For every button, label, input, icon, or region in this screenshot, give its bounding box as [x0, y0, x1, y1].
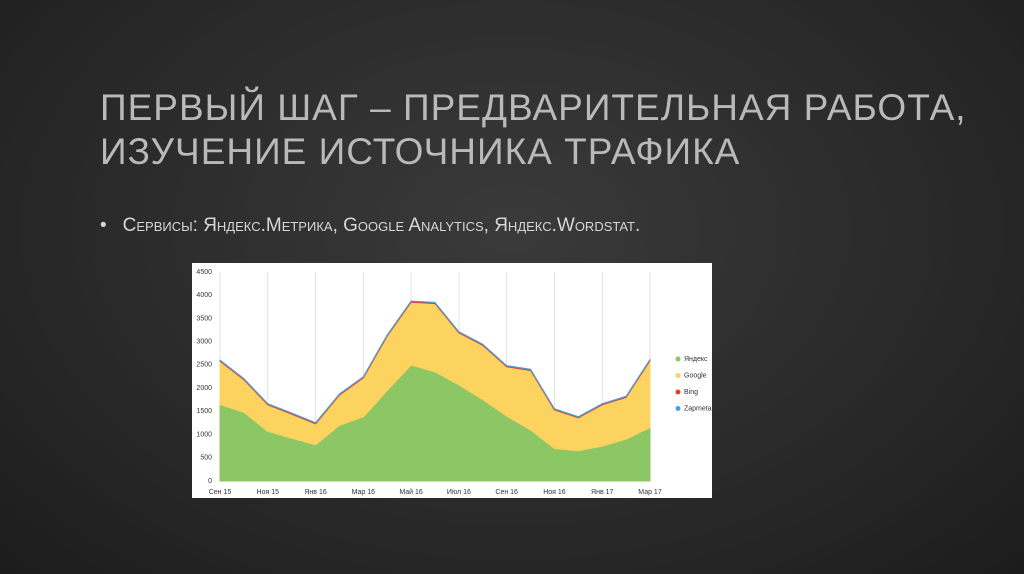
y-tick-label: 4500 [196, 269, 212, 276]
area [219, 300, 651, 424]
y-tick-label: 0 [208, 478, 212, 485]
legend-swatch [675, 373, 681, 378]
y-tick-label: 2500 [196, 362, 212, 369]
x-tick-label: Мар 17 [638, 489, 662, 496]
legend-label: Google [684, 372, 707, 379]
x-tick-label: Ноя 16 [543, 489, 566, 496]
title-line: ПЕРВЫЙ ШАГ – ПРЕДВАРИТЕЛЬНАЯ РАБОТА, [100, 87, 967, 128]
x-tick-label: Янв 17 [591, 489, 613, 496]
legend-swatch [675, 356, 681, 362]
legend-swatch [675, 389, 681, 395]
legend-swatch [675, 406, 681, 411]
legend-label: Bing [684, 389, 698, 396]
y-tick-label: 4000 [196, 292, 212, 299]
x-tick-label: Май 16 [399, 488, 423, 496]
y-tick-label: 500 [200, 455, 212, 462]
x-tick-label: Янв 16 [304, 489, 326, 496]
x-tick-label: Июл 16 [447, 489, 471, 496]
x-tick-label: Сен 15 [209, 489, 232, 496]
x-tick-label: Сен 16 [495, 489, 518, 496]
x-tick-label: Ноя 15 [257, 489, 280, 496]
legend-label: Яндекс [684, 356, 708, 363]
legend-label: Zapmeta [684, 405, 712, 412]
y-tick-label: 3000 [196, 339, 212, 346]
title-line: ИЗУЧЕНИЕ ИСТОЧНИКА ТРАФИКА [100, 131, 741, 172]
y-tick-label: 1000 [196, 431, 212, 438]
y-tick-label: 1500 [196, 408, 212, 415]
slide-title: ПЕРВЫЙ ШАГ – ПРЕДВАРИТЕЛЬНАЯ РАБОТА, ИЗУ… [100, 86, 967, 174]
y-tick-label: 2000 [196, 385, 212, 392]
y-tick-label: 3500 [196, 315, 212, 322]
bullet-text: Сервисы: Яндекс.Метрика, Google Analytic… [122, 215, 641, 236]
x-tick-label: Мар 16 [352, 489, 376, 496]
bullet: Сервисы: Яндекс.Метрика, Google Analytic… [100, 215, 641, 237]
